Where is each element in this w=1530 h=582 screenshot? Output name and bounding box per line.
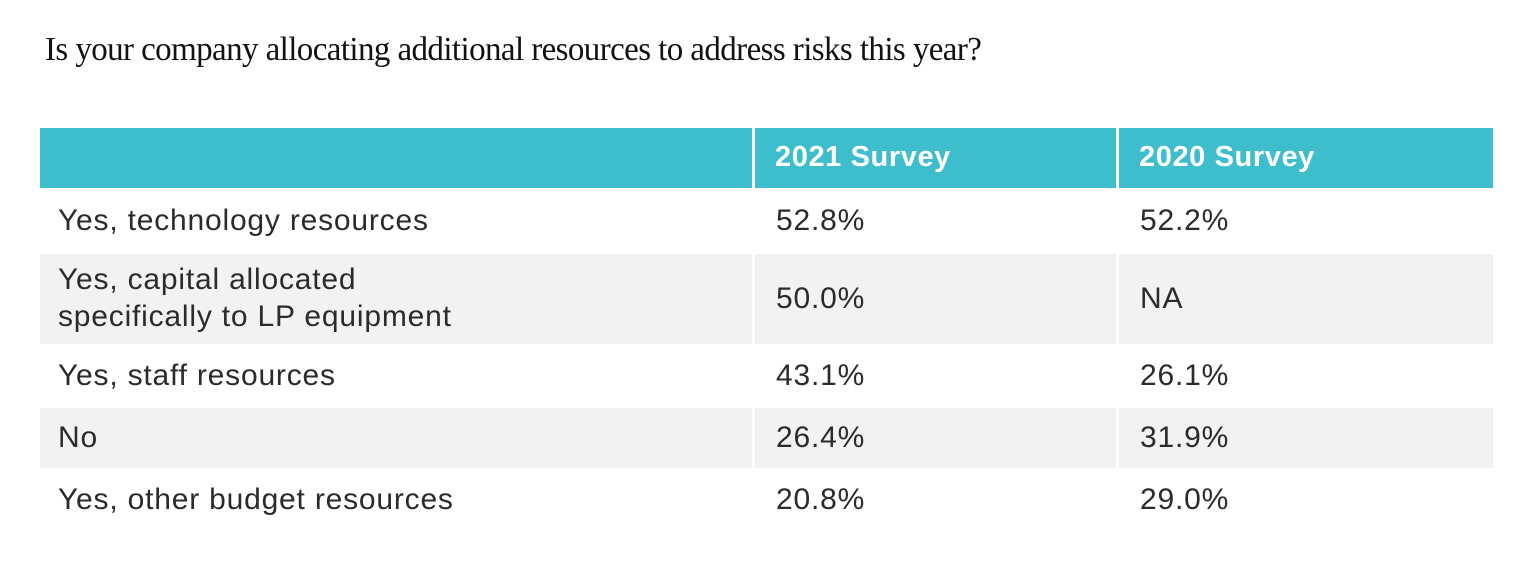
page-title: Is your company allocating additional re… bbox=[45, 31, 982, 68]
value-2021-staff-resources: 43.1% bbox=[755, 346, 1116, 406]
survey-results-table: 2021 Survey 2020 Survey Yes, technology … bbox=[40, 128, 1493, 530]
value-2020-capital-lp-equipment: NA bbox=[1119, 254, 1493, 344]
header-2020-survey: 2020 Survey bbox=[1119, 128, 1493, 188]
row-label-staff-resources: Yes, staff resources bbox=[40, 346, 752, 406]
header-2021-survey: 2021 Survey bbox=[755, 128, 1116, 188]
row-label-other-budget-resources: Yes, other budget resources bbox=[40, 470, 752, 530]
value-2020-other-budget-resources: 29.0% bbox=[1119, 470, 1493, 530]
value-2020-technology-resources: 52.2% bbox=[1119, 190, 1493, 252]
value-2021-no: 26.4% bbox=[755, 408, 1116, 468]
value-2021-capital-lp-equipment: 50.0% bbox=[755, 254, 1116, 344]
row-label-no: No bbox=[40, 408, 752, 468]
value-2020-staff-resources: 26.1% bbox=[1119, 346, 1493, 406]
row-label-technology-resources: Yes, technology resources bbox=[40, 190, 752, 252]
value-2021-technology-resources: 52.8% bbox=[755, 190, 1116, 252]
header-spacer-cell bbox=[40, 128, 752, 188]
value-2021-other-budget-resources: 20.8% bbox=[755, 470, 1116, 530]
value-2020-no: 31.9% bbox=[1119, 408, 1493, 468]
row-label-capital-lp-equipment: Yes, capital allocated specifically to L… bbox=[40, 254, 752, 344]
